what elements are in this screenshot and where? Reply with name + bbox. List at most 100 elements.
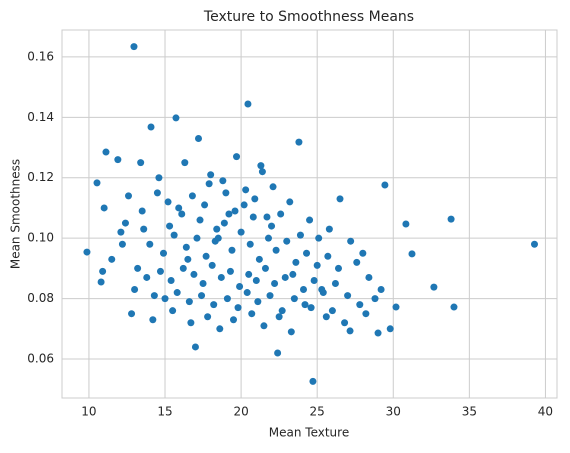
- point: [167, 276, 175, 284]
- point: [121, 219, 129, 227]
- point: [249, 213, 257, 221]
- point: [450, 303, 458, 311]
- point: [102, 148, 110, 156]
- point: [137, 159, 145, 167]
- point: [202, 252, 210, 260]
- point: [296, 231, 304, 239]
- point: [272, 246, 280, 254]
- point: [223, 295, 231, 303]
- point: [268, 222, 276, 230]
- point: [150, 292, 158, 300]
- point: [216, 325, 224, 333]
- x-tick-label: 25: [310, 405, 325, 419]
- point: [246, 240, 254, 248]
- point: [356, 301, 364, 309]
- point: [295, 138, 303, 146]
- point: [346, 327, 354, 335]
- plot-frame: [61, 29, 558, 399]
- point: [269, 183, 277, 191]
- point: [170, 231, 178, 239]
- point: [261, 264, 269, 272]
- point: [286, 198, 294, 206]
- point: [208, 261, 216, 269]
- point: [287, 328, 295, 336]
- point: [310, 276, 318, 284]
- point: [128, 310, 136, 318]
- point: [99, 267, 107, 275]
- point: [281, 273, 289, 281]
- point: [322, 313, 330, 321]
- point: [275, 313, 283, 321]
- point: [252, 276, 260, 284]
- point: [309, 377, 317, 385]
- point: [204, 313, 212, 321]
- x-tick-label: 40: [538, 405, 553, 419]
- point: [315, 234, 323, 242]
- point: [264, 234, 272, 242]
- point: [117, 228, 125, 236]
- point: [359, 249, 367, 257]
- point: [251, 195, 259, 203]
- y-axis-label: Mean Smoothness: [9, 159, 23, 269]
- point: [198, 292, 206, 300]
- point: [392, 303, 400, 311]
- point: [179, 264, 187, 272]
- point: [217, 273, 225, 281]
- point: [325, 225, 333, 233]
- point: [185, 298, 193, 306]
- point: [292, 258, 300, 266]
- x-tick-label: 35: [462, 405, 477, 419]
- point: [220, 219, 228, 227]
- y-tick-label: 0.14: [27, 110, 54, 124]
- point: [283, 237, 291, 245]
- point: [331, 279, 339, 287]
- point: [181, 159, 189, 167]
- point: [182, 243, 190, 251]
- x-tick-label: 30: [386, 405, 401, 419]
- point: [530, 240, 538, 248]
- point: [146, 240, 154, 248]
- point: [242, 186, 250, 194]
- point: [147, 123, 155, 131]
- point: [213, 225, 221, 233]
- point: [188, 192, 196, 200]
- point: [193, 234, 201, 242]
- point: [124, 192, 132, 200]
- point: [307, 304, 315, 312]
- point: [153, 189, 161, 197]
- point: [260, 322, 268, 330]
- y-tick-label: 0.06: [27, 352, 54, 366]
- y-tick-label: 0.08: [27, 291, 54, 305]
- point: [236, 283, 244, 291]
- point: [278, 307, 286, 315]
- point: [237, 228, 245, 236]
- point: [131, 286, 139, 294]
- point: [175, 204, 183, 212]
- point: [187, 319, 195, 327]
- x-tick-label: 20: [233, 405, 248, 419]
- point: [83, 248, 91, 256]
- point: [377, 286, 385, 294]
- point: [334, 264, 342, 272]
- point: [93, 179, 101, 187]
- point: [447, 215, 455, 223]
- point: [97, 278, 105, 286]
- x-tick-label: 10: [81, 405, 96, 419]
- point: [233, 153, 241, 161]
- point: [184, 255, 192, 263]
- point: [245, 270, 253, 278]
- x-tick-label: 15: [157, 405, 172, 419]
- point: [290, 295, 298, 303]
- point: [231, 207, 239, 215]
- point: [201, 201, 209, 209]
- point: [306, 216, 314, 224]
- point: [341, 319, 349, 327]
- y-tick-label: 0.12: [27, 170, 54, 184]
- point: [328, 307, 336, 315]
- point: [166, 222, 174, 230]
- point: [205, 180, 213, 188]
- point: [228, 246, 236, 254]
- point: [258, 168, 266, 176]
- point: [318, 286, 326, 294]
